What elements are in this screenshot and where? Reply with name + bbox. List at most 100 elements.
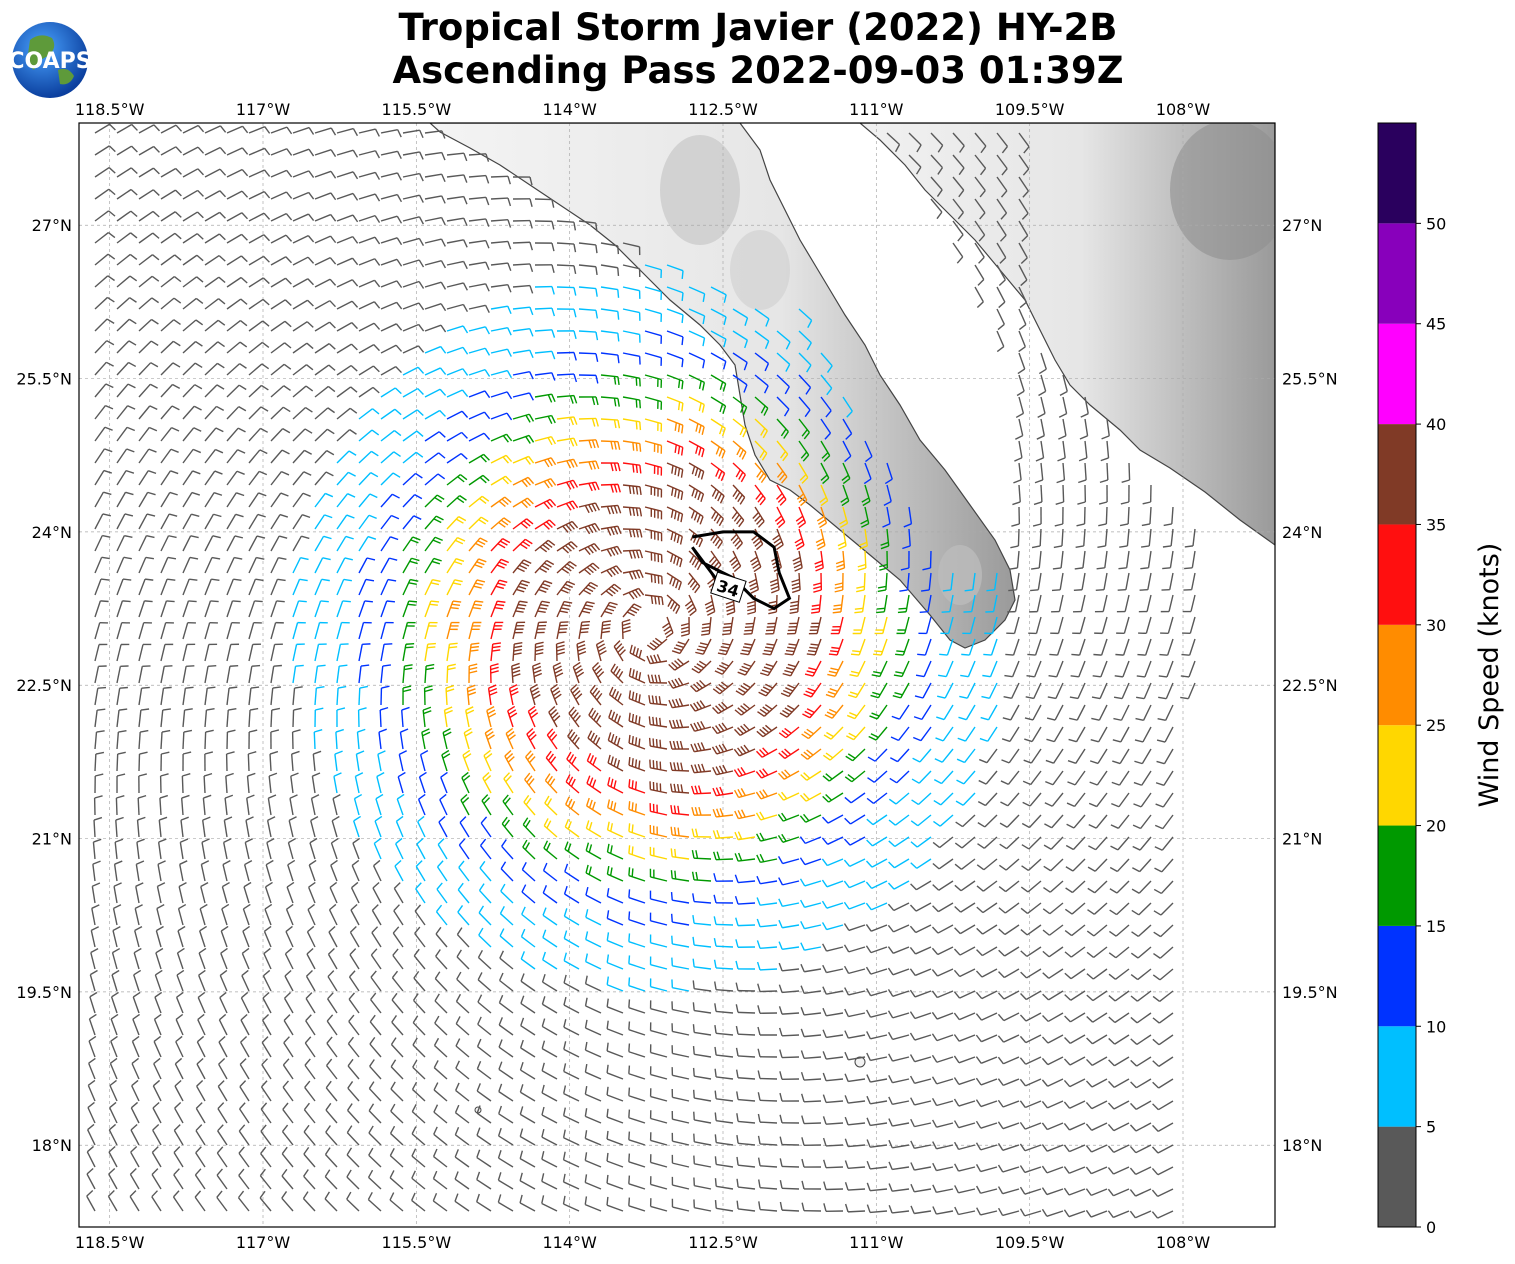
barb-feather bbox=[241, 169, 249, 177]
wind-barb bbox=[204, 298, 226, 310]
barb-staff bbox=[358, 450, 372, 464]
barb-staff bbox=[204, 384, 218, 398]
barb-feather bbox=[304, 428, 313, 434]
barb-feather bbox=[152, 254, 160, 261]
wind-barb bbox=[204, 190, 227, 200]
wind-barb bbox=[116, 145, 138, 156]
barb-feather bbox=[150, 340, 159, 346]
wind-barb bbox=[116, 491, 134, 508]
barb-feather bbox=[804, 409, 811, 418]
barb-staff bbox=[314, 170, 332, 178]
barb-staff bbox=[160, 189, 176, 200]
barb-staff bbox=[292, 342, 308, 354]
barb-staff bbox=[358, 408, 373, 420]
barb-staff bbox=[248, 126, 266, 134]
barb-feather bbox=[977, 279, 985, 286]
wind-barb bbox=[446, 389, 469, 398]
wind-barb bbox=[534, 393, 556, 403]
barb-staff bbox=[468, 347, 486, 354]
barb-feather bbox=[659, 739, 662, 748]
barb-feather bbox=[566, 481, 572, 490]
barb-feather bbox=[439, 410, 446, 417]
barb-feather bbox=[1001, 168, 1008, 176]
barb-feather bbox=[260, 406, 269, 412]
barb-staff bbox=[710, 286, 727, 296]
barb-feather bbox=[997, 323, 1005, 331]
barb-feather bbox=[258, 492, 267, 497]
barb-staff bbox=[1106, 440, 1110, 458]
barb-staff bbox=[622, 264, 640, 270]
wind-barb bbox=[1014, 440, 1023, 462]
barb-feather bbox=[207, 686, 216, 689]
barb-staff bbox=[644, 308, 662, 315]
barb-staff bbox=[468, 239, 486, 244]
barb-feather bbox=[352, 257, 359, 266]
barb-feather bbox=[263, 255, 270, 263]
barb-feather bbox=[374, 150, 381, 159]
barb-feather bbox=[306, 321, 314, 328]
barb-feather bbox=[1080, 413, 1089, 418]
wind-barb bbox=[138, 232, 160, 244]
barb-staff bbox=[644, 330, 662, 337]
wind-barb bbox=[666, 418, 684, 434]
barb-feather bbox=[419, 173, 424, 182]
wind-barb bbox=[94, 426, 113, 442]
barb-feather bbox=[1058, 412, 1067, 418]
wind-barb bbox=[600, 330, 620, 342]
barb-feather bbox=[806, 342, 812, 351]
barb-staff bbox=[270, 492, 282, 508]
barb-staff bbox=[424, 452, 440, 464]
barb-staff bbox=[644, 264, 662, 271]
wind-barb bbox=[138, 318, 159, 332]
barb-staff bbox=[468, 174, 486, 178]
wind-barb bbox=[776, 462, 788, 484]
wind-barb bbox=[402, 172, 424, 182]
barb-staff bbox=[380, 193, 398, 200]
wind-barb bbox=[534, 414, 556, 424]
barb-staff bbox=[226, 320, 241, 332]
wind-barb bbox=[314, 450, 335, 464]
wind-barb bbox=[160, 211, 182, 222]
wind-barb bbox=[182, 448, 202, 464]
barb-feather bbox=[281, 449, 290, 455]
barb-feather bbox=[295, 664, 304, 667]
barb-staff bbox=[94, 275, 109, 288]
barb-feather bbox=[1015, 412, 1024, 419]
wind-barb bbox=[622, 374, 641, 387]
barb-feather bbox=[681, 292, 684, 302]
barb-staff bbox=[622, 308, 640, 314]
barb-feather bbox=[352, 128, 359, 137]
wind-barb bbox=[182, 124, 205, 134]
barb-staff bbox=[138, 383, 151, 398]
barb-staff bbox=[996, 264, 1006, 281]
barb-staff bbox=[468, 326, 486, 332]
barb-feather bbox=[638, 716, 641, 725]
barb-staff bbox=[468, 411, 485, 420]
wind-barb bbox=[600, 483, 621, 493]
barb-feather bbox=[828, 653, 838, 656]
wind-barb bbox=[358, 322, 381, 332]
barb-feather bbox=[461, 410, 469, 418]
wind-barb bbox=[292, 148, 315, 157]
wind-barb bbox=[798, 418, 810, 440]
wind-barb bbox=[622, 484, 642, 496]
wind-barb bbox=[578, 439, 600, 449]
barb-feather bbox=[462, 368, 469, 376]
barb-feather bbox=[264, 126, 271, 134]
barb-staff bbox=[468, 196, 486, 200]
barb-feather bbox=[1037, 412, 1046, 418]
wind-barb bbox=[402, 366, 425, 376]
barb-feather bbox=[216, 384, 225, 390]
barb-feather bbox=[591, 482, 597, 491]
barb-staff bbox=[754, 374, 769, 387]
barb-feather bbox=[978, 256, 985, 264]
barb-feather bbox=[701, 382, 706, 391]
barb-feather bbox=[613, 441, 617, 450]
wind-barb bbox=[446, 368, 469, 376]
barb-feather bbox=[285, 191, 293, 199]
barb-staff bbox=[424, 388, 441, 398]
wind-barb bbox=[644, 308, 663, 322]
barb-feather bbox=[441, 152, 446, 161]
wind-barb bbox=[204, 146, 227, 156]
barb-staff bbox=[908, 132, 922, 146]
